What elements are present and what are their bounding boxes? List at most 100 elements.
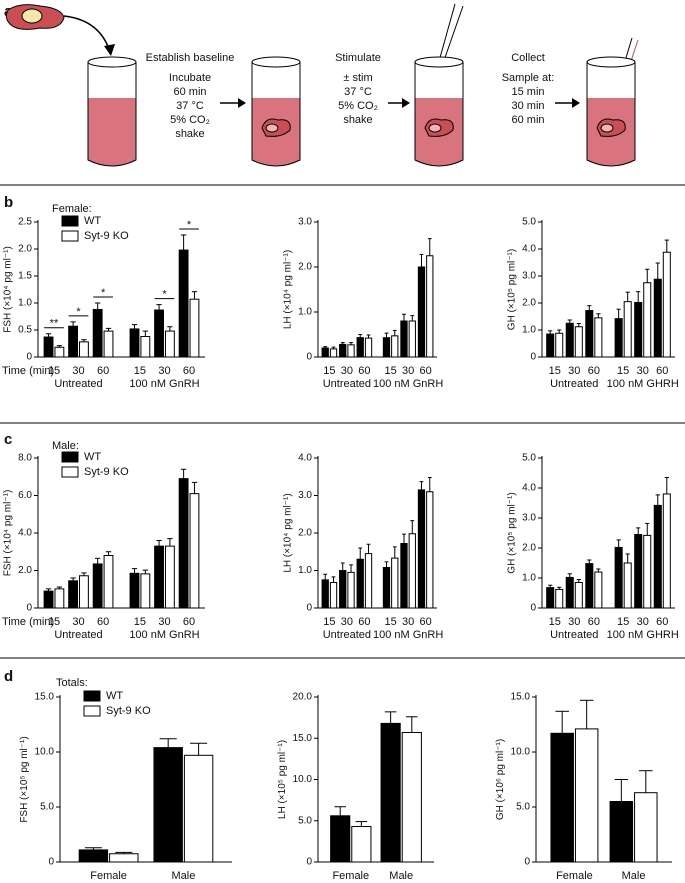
group-label: Untreated bbox=[54, 378, 102, 390]
y-tick-label: 5.0 bbox=[298, 815, 312, 826]
bar bbox=[653, 504, 662, 609]
bar bbox=[364, 553, 373, 609]
y-tick-label: 6.0 bbox=[18, 490, 32, 501]
x-tick-label: 30 bbox=[72, 616, 84, 628]
bar bbox=[92, 308, 103, 358]
step-line: shake bbox=[343, 114, 372, 126]
bar bbox=[643, 534, 652, 609]
bar bbox=[68, 325, 79, 358]
x-tick-label: Female bbox=[90, 870, 127, 882]
group-label: 100 nM GHRH bbox=[607, 629, 679, 641]
bar bbox=[103, 330, 114, 358]
bar bbox=[140, 573, 151, 609]
y-tick-label: 1.0 bbox=[18, 298, 32, 309]
bar bbox=[92, 563, 103, 609]
y-tick-label: 2.0 bbox=[522, 543, 536, 554]
y-tick-label: 1.5 bbox=[18, 271, 32, 282]
x-tick-label: 30 bbox=[72, 365, 84, 377]
bar bbox=[585, 310, 594, 358]
bar bbox=[339, 343, 347, 358]
y-tick-label: 1.0 bbox=[522, 325, 536, 336]
tube-wall bbox=[251, 62, 301, 167]
y-tick-label: 15.0 bbox=[293, 733, 313, 744]
y-tick-label: 0 bbox=[524, 857, 530, 868]
bar bbox=[164, 545, 175, 609]
bar bbox=[347, 344, 355, 358]
y-tick-label: 4.0 bbox=[298, 453, 312, 464]
x-tick-label: 30 bbox=[341, 365, 353, 377]
bar bbox=[653, 278, 662, 358]
bar bbox=[550, 732, 574, 863]
y-tick-label: 3.0 bbox=[522, 513, 536, 524]
bar bbox=[574, 326, 583, 358]
x-tick-label: 30 bbox=[158, 616, 170, 628]
bar bbox=[555, 332, 564, 358]
bar bbox=[329, 582, 338, 609]
step-line: 60 min bbox=[173, 86, 206, 98]
panel-label: b bbox=[4, 194, 13, 211]
tube-air bbox=[88, 62, 136, 98]
y-axis-label: LH (×10⁵ pg ml⁻¹) bbox=[277, 740, 288, 819]
x-tick-label: 15 bbox=[549, 616, 561, 628]
x-tick-label: Female bbox=[332, 870, 369, 882]
legend-swatch bbox=[83, 690, 101, 702]
bar bbox=[164, 330, 175, 358]
x-tick-label: 60 bbox=[358, 616, 370, 628]
bar bbox=[382, 567, 391, 609]
x-tick-label: 15 bbox=[549, 365, 561, 377]
bar bbox=[140, 335, 151, 358]
x-tick-label: Male bbox=[171, 870, 195, 882]
x-tick-label: 30 bbox=[637, 365, 649, 377]
bar bbox=[401, 731, 422, 863]
significance-label: * bbox=[76, 306, 81, 318]
x-tick-label: 60 bbox=[420, 365, 432, 377]
bar bbox=[408, 320, 416, 358]
step-title: Establish baseline bbox=[146, 52, 235, 64]
y-tick-label: 3.0 bbox=[298, 217, 312, 228]
tube-rim bbox=[251, 56, 301, 68]
bar bbox=[634, 534, 643, 609]
y-tick-label: 10.0 bbox=[35, 747, 55, 758]
y-tick-label: 5.0 bbox=[40, 802, 54, 813]
bar bbox=[400, 543, 408, 609]
significance-label: * bbox=[187, 219, 192, 231]
y-axis-label: GH (×10⁵ pg ml⁻¹) bbox=[506, 249, 517, 330]
bar bbox=[546, 333, 555, 358]
group-label: Untreated bbox=[550, 629, 598, 641]
tissue-lobe bbox=[428, 123, 442, 133]
bar bbox=[585, 563, 594, 609]
y-tick-label: 3.0 bbox=[298, 490, 312, 501]
y-tick-label: 3.0 bbox=[522, 271, 536, 282]
y-tick-label: 2.0 bbox=[18, 244, 32, 255]
bar bbox=[339, 570, 347, 609]
bar bbox=[417, 266, 426, 358]
x-tick-label: 60 bbox=[358, 365, 370, 377]
y-axis-label: LH (×10⁴ pg ml⁻¹) bbox=[282, 250, 293, 329]
tube-liquid bbox=[88, 98, 136, 166]
bar bbox=[382, 337, 391, 358]
bar bbox=[594, 317, 603, 358]
x-tick-label: 30 bbox=[402, 616, 414, 628]
y-tick-label: 0 bbox=[530, 352, 536, 363]
step-line: Sample at: bbox=[502, 72, 555, 84]
bar bbox=[54, 346, 65, 358]
x-tick-label: 60 bbox=[97, 616, 109, 628]
step-line: 60 min bbox=[511, 114, 544, 126]
y-tick-label: 10.0 bbox=[293, 774, 313, 785]
bar bbox=[321, 579, 329, 609]
group-label: 100 nM GHRH bbox=[607, 378, 679, 390]
x-tick-label: 15 bbox=[385, 616, 397, 628]
bar bbox=[356, 337, 364, 358]
bar bbox=[643, 282, 652, 358]
significance-label: ** bbox=[50, 318, 59, 330]
legend-label: Syt-9 KO bbox=[84, 230, 129, 242]
pituitary-lobe bbox=[21, 8, 43, 24]
group-label: Untreated bbox=[323, 378, 371, 390]
x-tick-label: 30 bbox=[568, 365, 580, 377]
tube-wall bbox=[586, 62, 636, 167]
y-tick-label: 0 bbox=[306, 603, 312, 614]
y-tick-label: 5.0 bbox=[522, 217, 536, 228]
step-line: ± stim bbox=[343, 72, 372, 84]
x-tick-label: 15 bbox=[48, 616, 60, 628]
